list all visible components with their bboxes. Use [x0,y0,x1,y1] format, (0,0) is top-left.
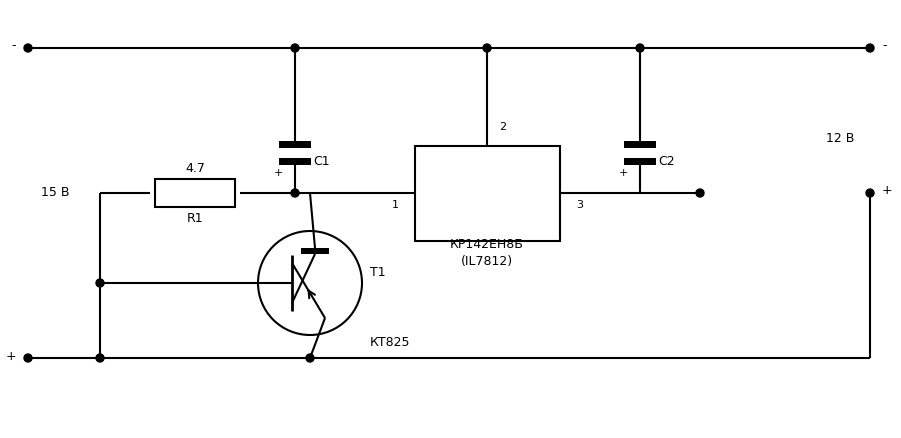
Text: +: + [5,350,16,363]
Text: C2: C2 [658,155,675,168]
Text: -: - [882,39,887,53]
Circle shape [866,44,874,52]
Text: 2: 2 [499,123,506,133]
Text: 3: 3 [576,200,583,210]
Text: 4.7: 4.7 [185,162,205,176]
Circle shape [24,44,32,52]
Bar [624,158,656,165]
Circle shape [696,189,704,197]
Circle shape [866,189,874,197]
Circle shape [96,354,104,362]
Bar [624,141,656,148]
Circle shape [291,44,299,52]
Text: КТ825: КТ825 [369,336,410,350]
Bar [301,248,329,254]
Bar [155,179,235,207]
Text: КР142ЕН8Б
(IL7812): КР142ЕН8Б (IL7812) [450,239,524,268]
Bar [415,145,560,240]
Text: 15 В: 15 В [41,187,69,199]
Text: 1: 1 [392,200,399,210]
Text: -: - [12,39,16,53]
Bar [279,141,311,148]
Circle shape [483,44,491,52]
Circle shape [636,44,644,52]
Text: 12 В: 12 В [826,131,854,145]
Circle shape [96,279,104,287]
Circle shape [306,354,314,362]
Circle shape [24,354,32,362]
Text: C1: C1 [313,155,330,168]
Bar [279,158,311,165]
Text: +: + [619,168,628,178]
Text: +: + [274,168,283,178]
Text: T1: T1 [370,266,386,279]
Text: R1: R1 [187,212,204,226]
Text: +: + [882,184,893,198]
Circle shape [291,189,299,197]
